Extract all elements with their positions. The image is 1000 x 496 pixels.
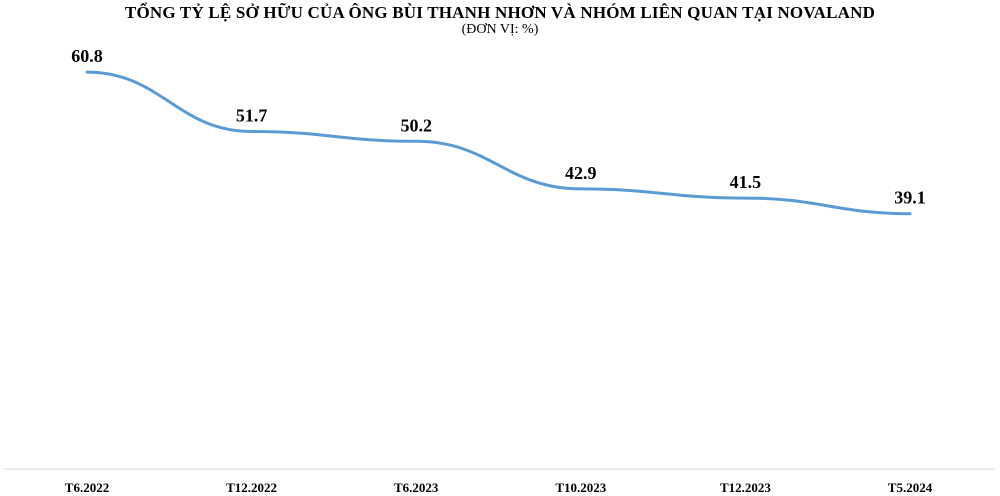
x-tick-label-2: T6.2023	[394, 480, 439, 495]
data-label-3: 42.9	[565, 163, 597, 183]
data-labels: 60.8 51.7 50.2 42.9 41.5 39.1	[71, 46, 926, 208]
chart-subtitle: (ĐƠN VỊ: %)	[461, 22, 539, 37]
x-axis-tick-labels: T6.2022 T12.2022 T6.2023 T10.2023 T12.2023 T5…	[65, 480, 933, 495]
x-tick-label-0: T6.2022	[65, 480, 109, 495]
data-label-0: 60.8	[71, 46, 103, 66]
data-label-2: 50.2	[400, 115, 432, 135]
x-tick-label-5: T5.2024	[888, 480, 933, 495]
x-tick-label-4: T12.2023	[720, 480, 771, 495]
chart-title: TỔNG TỶ LỆ SỞ HỮU CỦA ÔNG BÙI THANH NHƠN…	[124, 3, 876, 22]
series-line	[85, 70, 912, 216]
data-label-5: 39.1	[894, 188, 926, 208]
data-label-1: 51.7	[236, 105, 268, 125]
x-tick-label-1: T12.2022	[226, 480, 277, 495]
x-tick-label-3: T10.2023	[555, 480, 606, 495]
data-label-4: 41.5	[730, 172, 762, 192]
